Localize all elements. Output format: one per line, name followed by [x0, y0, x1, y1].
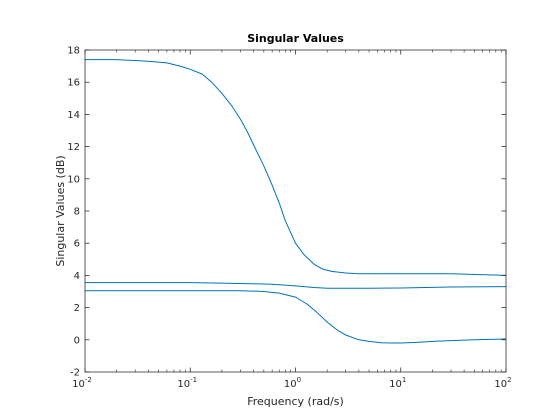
y-axis-label: Singular Values (dB) — [54, 155, 67, 266]
y-tick-label: 8 — [74, 207, 80, 218]
x-tick-label: 101 — [389, 376, 406, 390]
y-tick-label: 18 — [67, 46, 80, 57]
x-tick-label: 100 — [284, 376, 301, 390]
x-tick-label: 102 — [494, 376, 511, 390]
y-tick-label: 4 — [74, 271, 80, 282]
y-tick-label: -2 — [70, 368, 80, 379]
y-tick-label: 14 — [67, 110, 80, 121]
y-tick-label: 6 — [74, 239, 80, 250]
y-tick-label: 16 — [67, 78, 80, 89]
y-tick-label: 2 — [74, 303, 80, 314]
series-line-1 — [85, 59, 507, 276]
chart-title: Singular Values — [247, 32, 344, 45]
y-ticks: -2 0 2 4 6 8 10 12 14 16 18 — [67, 46, 506, 379]
y-tick-label: 10 — [67, 174, 80, 185]
x-tick-label: 10-1 — [177, 376, 197, 390]
x-axis-label: Frequency (rad/s) — [247, 395, 344, 408]
series-layer — [85, 59, 507, 344]
plot-area — [85, 50, 506, 372]
series-line-3 — [85, 290, 507, 344]
series-line-2 — [85, 282, 507, 289]
y-tick-label: 0 — [74, 335, 80, 346]
y-tick-label: 12 — [67, 142, 80, 153]
